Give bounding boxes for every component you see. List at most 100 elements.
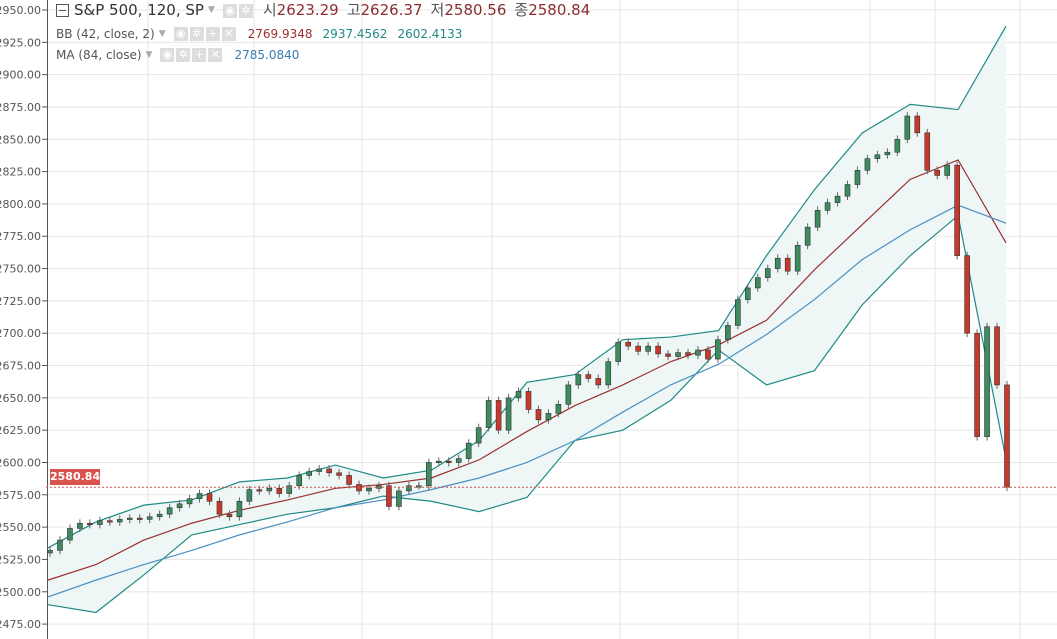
low-value: 2580.56 (444, 1, 507, 19)
candle-up (236, 500, 243, 518)
chevron-down-icon[interactable]: ▼ (158, 29, 166, 39)
candle-up (366, 488, 372, 492)
y-tick-label: 2775.00 (0, 230, 41, 243)
candle-up (286, 485, 293, 494)
y-tick-label: 2850.00 (0, 133, 41, 146)
candle-up (97, 520, 103, 525)
gear-icon[interactable]: ✲ (238, 3, 253, 18)
eye-icon[interactable]: ◉ (160, 48, 175, 62)
candle-up (156, 513, 163, 518)
open-key: 시 (262, 1, 277, 19)
plus-icon[interactable]: + (192, 48, 207, 62)
candle-up (745, 287, 751, 300)
low-key: 저 (430, 1, 445, 19)
candle-down (635, 345, 641, 352)
candle-down (136, 517, 143, 520)
bb-legend: BB (42, close, 2) ▼ ◉ ✲ + ✕ 2769.9348 2937.… (56, 26, 462, 42)
candle-up (675, 352, 681, 357)
candle-up (306, 471, 312, 476)
candle-up (426, 462, 432, 487)
candle-up (176, 503, 183, 509)
plus-icon[interactable]: + (205, 27, 220, 41)
candle-down (924, 132, 931, 171)
candle-up (406, 485, 412, 492)
candle-down (535, 409, 542, 421)
candle-up (764, 268, 771, 278)
y-tick-label: 2550.00 (0, 521, 41, 534)
y-tick-label: 2650.00 (0, 392, 41, 405)
y-tick-label: 2750.00 (0, 263, 41, 276)
candle-down (1004, 384, 1010, 488)
candle-up (296, 475, 303, 487)
chevron-down-icon[interactable]: ▼ (145, 50, 153, 60)
candle-up (266, 488, 273, 492)
candle-down (585, 374, 592, 379)
candle-down (705, 349, 711, 360)
candle-down (206, 493, 213, 502)
gear-icon[interactable]: ✲ (189, 27, 204, 41)
candle-up (455, 458, 462, 463)
candle-down (994, 326, 1000, 386)
candle-up (316, 468, 322, 472)
candle-up (196, 493, 203, 499)
eye-icon[interactable]: ◉ (222, 3, 237, 18)
bb-middle-value: 2769.9348 (247, 27, 313, 41)
close-icon[interactable]: ✕ (208, 48, 223, 62)
bb-middle-line (47, 159, 1007, 581)
candle-down (495, 400, 502, 431)
candle-up (475, 427, 482, 444)
y-tick-label: 2525.00 (0, 553, 41, 566)
bb-fill (48, 26, 1006, 613)
candle-down (276, 488, 283, 494)
symbol-title: S&P 500, 120, SP (74, 1, 204, 19)
candle-up (57, 539, 63, 551)
candle-up (615, 341, 622, 362)
y-tick-label: 2825.00 (0, 166, 41, 179)
candle-up (166, 507, 173, 515)
candle-up (465, 442, 472, 459)
symbol-legend: S&P 500, 120, SP ▼ ◉ ✲ 시 2623.29 고 2626.37 … (56, 1, 590, 20)
gear-icon[interactable]: ✲ (176, 48, 191, 62)
ma-value: 2785.0840 (234, 48, 300, 62)
candle-up (435, 460, 442, 463)
candle-down (226, 513, 233, 518)
y-tick-label: 2875.00 (0, 101, 41, 114)
bb-label: BB (42, close, 2) (56, 27, 155, 41)
candle-up (605, 361, 612, 386)
y-tick-label: 2700.00 (0, 327, 41, 340)
bb-lower-value: 2602.4133 (397, 27, 463, 41)
collapse-icon[interactable] (56, 4, 69, 17)
candle-up (545, 413, 552, 421)
candle-down (595, 378, 602, 386)
candle-down (914, 115, 921, 134)
candle-up (864, 158, 871, 171)
candle-up (555, 404, 562, 414)
candle-down (336, 472, 342, 476)
candle-down (954, 164, 960, 256)
candle-down (346, 475, 352, 485)
candle-down (525, 391, 532, 410)
y-tick-label: 2900.00 (0, 69, 41, 82)
eye-icon[interactable]: ◉ (173, 27, 188, 41)
close-key: 종 (514, 1, 529, 19)
candle-down (216, 500, 223, 515)
candle-up (575, 374, 582, 386)
candle-up (844, 184, 851, 197)
candle-up (695, 349, 701, 356)
y-tick-label: 2725.00 (0, 295, 41, 308)
candle-up (146, 516, 153, 520)
candle-up (804, 226, 811, 246)
chevron-down-icon[interactable]: ▼ (207, 5, 215, 15)
y-tick-label: 2800.00 (0, 198, 41, 211)
candle-up (944, 164, 950, 176)
y-tick-label: 2925.00 (0, 36, 41, 49)
candle-down (87, 522, 93, 526)
y-tick-label: 2575.00 (0, 489, 41, 502)
candle-up (984, 326, 990, 437)
candle-down (625, 341, 631, 347)
candle-up (515, 391, 522, 399)
candle-down (326, 468, 332, 474)
close-icon[interactable]: ✕ (221, 27, 236, 41)
high-key: 고 (346, 1, 361, 19)
